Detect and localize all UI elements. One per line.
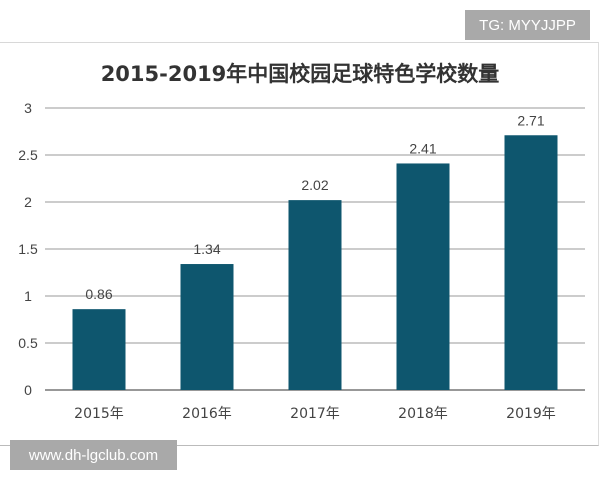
x-tick-label: 2019年 xyxy=(506,406,556,422)
y-tick-label: 0.5 xyxy=(18,335,38,351)
y-tick-label: 3 xyxy=(24,100,32,116)
x-tick-label: 2018年 xyxy=(398,406,448,422)
bar xyxy=(288,200,342,390)
data-label: 2.02 xyxy=(301,177,328,193)
data-label: 2.71 xyxy=(517,112,544,128)
bar xyxy=(504,135,558,390)
data-label: 2.41 xyxy=(409,140,436,156)
y-tick-label: 0 xyxy=(24,382,32,398)
data-label: 1.34 xyxy=(193,241,220,257)
y-tick-label: 2 xyxy=(24,194,32,210)
y-tick-label: 1 xyxy=(24,288,32,304)
y-tick-label: 1.5 xyxy=(18,241,38,257)
x-tick-label: 2015年 xyxy=(74,406,124,422)
watermark-bottom-left: www.dh-lgclub.com xyxy=(10,440,177,470)
bar xyxy=(396,163,450,390)
bar xyxy=(180,264,234,390)
bar xyxy=(72,309,126,390)
x-tick-label: 2017年 xyxy=(290,406,340,422)
y-tick-label: 2.5 xyxy=(18,147,38,163)
chart-title: 2015-2019年中国校园足球特色学校数量 xyxy=(100,62,500,86)
data-label: 0.86 xyxy=(85,286,112,302)
x-tick-label: 2016年 xyxy=(182,406,232,422)
watermark-top-right: TG: MYYJJPP xyxy=(465,10,590,40)
